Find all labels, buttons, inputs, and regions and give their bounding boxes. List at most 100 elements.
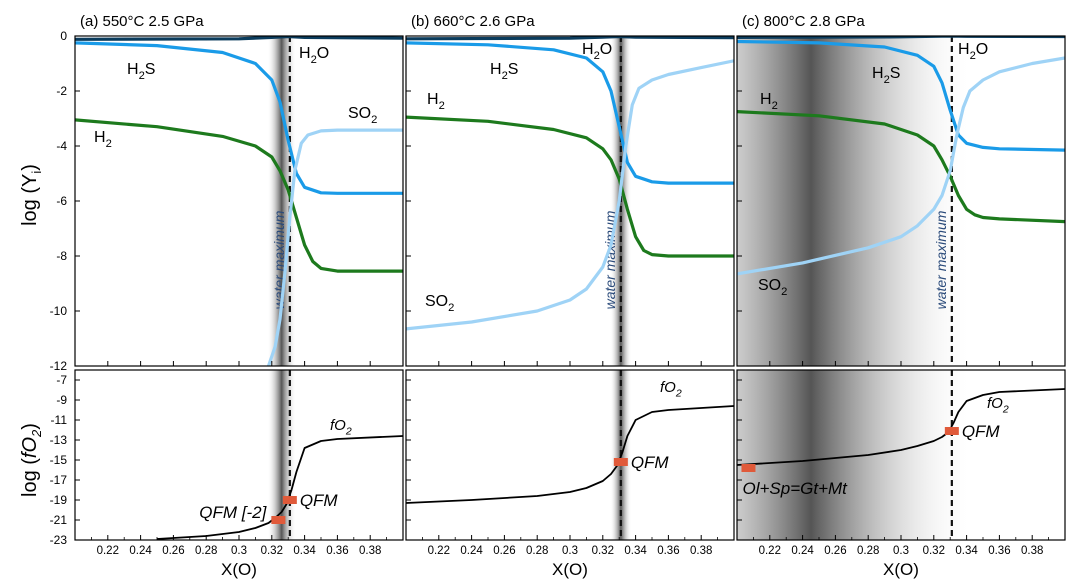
x-tick-label: 0.38 (690, 545, 712, 557)
water-maximum-label: water maximum (933, 210, 949, 309)
x-tick-label: 0.22 (428, 545, 450, 557)
label-h2: H2 (427, 91, 445, 112)
x-tick-label: 0.32 (923, 545, 945, 557)
x-tick-label: 0.26 (824, 545, 846, 557)
series-so2-line (406, 59, 734, 331)
label-so2: SO2 (425, 293, 454, 314)
y-tick-label: -23 (50, 533, 68, 547)
y-tick-label: -9 (56, 393, 67, 407)
x-tick-label: 0.36 (657, 545, 679, 557)
x-tick-label: 0.36 (326, 545, 348, 557)
marker-ol-sp-gt-mt (741, 464, 756, 472)
x-tick-label: 0.22 (97, 545, 119, 557)
series-h2-line (406, 115, 734, 258)
x-axis-title: X(O) (221, 560, 257, 579)
x-tick-label: 0.28 (526, 545, 548, 557)
marker-label: Ol+Sp=Gt+Mt (742, 479, 848, 498)
x-tick-label: 0.3 (893, 545, 909, 557)
stability-band-bottom (737, 370, 974, 540)
stability-band-top (737, 36, 974, 366)
series-h2-line (737, 110, 1065, 224)
y-tick-label: -12 (50, 359, 68, 373)
x-tick-label: 0.38 (1021, 545, 1043, 557)
y-tick-label: -6 (56, 194, 67, 208)
y-tick-label: -19 (50, 493, 68, 507)
label-h2: H2 (94, 129, 112, 150)
panel-c: water maximum (c) 800°C 2.8 GPa 0.22 0.24 0.… (736, 13, 1066, 579)
series-so2-line (737, 56, 1065, 276)
y-tick-label: -11 (51, 413, 68, 427)
x-tick-label: 0.24 (791, 545, 814, 557)
label-fo2: fO2 (330, 417, 352, 438)
series-fo2-line (156, 435, 403, 540)
label-h2s: H2S (490, 61, 518, 82)
x-tick-label: 0.24 (460, 545, 483, 557)
x-tick-label: 0.3 (562, 545, 578, 557)
plot-frame-bottom (405, 369, 735, 541)
marker-label: QFM (631, 453, 670, 472)
x-tick-label: 0.3 (231, 545, 247, 557)
label-fo2: fO2 (660, 379, 682, 400)
x-tick-label: 0.26 (493, 545, 515, 557)
label-fo2: fO2 (987, 395, 1009, 416)
x-tick-label: 0.26 (162, 545, 184, 557)
x-axis-title: X(O) (883, 560, 919, 579)
x-tick-label: 0.34 (293, 545, 316, 557)
x-tick-label: 0.24 (129, 545, 152, 557)
marker-qfm (282, 496, 297, 504)
x-tick-label: 0.36 (988, 545, 1010, 557)
y-tick-label: -17 (50, 473, 68, 487)
series-h2-line (75, 118, 403, 273)
label-so2: SO2 (348, 105, 377, 126)
panel-title: (a) 550°C 2.5 GPa (80, 13, 204, 30)
y-tick-label: -2 (56, 84, 67, 98)
label-h2o: H2O (582, 41, 612, 62)
y-tick-label: -13 (50, 433, 68, 447)
x-axis-title: X(O) (552, 560, 588, 579)
y-tick-label: -15 (50, 453, 68, 467)
marker-qfm (944, 427, 959, 435)
y-axis-title-top: log (Yi) (19, 164, 44, 226)
y-tick-label: -10 (50, 304, 68, 318)
x-tick-label: 0.28 (195, 545, 217, 557)
panel-title: (c) 800°C 2.8 GPa (742, 13, 865, 30)
stability-band-bottom (267, 370, 297, 540)
label-h2o: H2O (299, 45, 329, 66)
y-tick-label: -8 (56, 249, 67, 263)
plot-frame-top (74, 35, 404, 367)
label-h2o: H2O (958, 41, 988, 62)
series-h2s-line (406, 41, 734, 185)
marker-qfm (613, 458, 628, 466)
series-h2o-line (75, 36, 403, 41)
marker-label: QFM [-2] (199, 503, 267, 522)
x-tick-label: 0.28 (857, 545, 879, 557)
series-h2s-line (737, 39, 1065, 152)
x-tick-label: 0.32 (261, 545, 283, 557)
label-h2s: H2S (872, 65, 900, 86)
x-tick-label: 0.38 (359, 545, 381, 557)
y-axis-title-bottom: log (fO2) (19, 423, 44, 497)
label-h2s: H2S (127, 61, 155, 82)
y-tick-label: -4 (56, 139, 67, 153)
plot-frame-top (405, 35, 735, 367)
label-h2: H2 (760, 91, 778, 112)
series-h2s-line (75, 41, 403, 195)
y-tick-label: -7 (56, 373, 67, 387)
series-fo2-line (406, 405, 734, 504)
marker-label: QFM (300, 491, 339, 510)
panel-title: (b) 660°C 2.6 GPa (411, 13, 535, 30)
y-tick-label: 0 (60, 29, 67, 43)
x-tick-label: 0.34 (624, 545, 647, 557)
marker-label: QFM (962, 422, 1001, 441)
x-tick-label: 0.22 (759, 545, 781, 557)
series-h2o-line (406, 36, 734, 41)
y-tick-label: -21 (50, 513, 68, 527)
x-tick-label: 0.34 (955, 545, 978, 557)
marker-qfm-2- (271, 516, 286, 524)
series-so2-line (266, 128, 403, 366)
label-so2: SO2 (758, 277, 787, 298)
x-tick-label: 0.32 (592, 545, 614, 557)
